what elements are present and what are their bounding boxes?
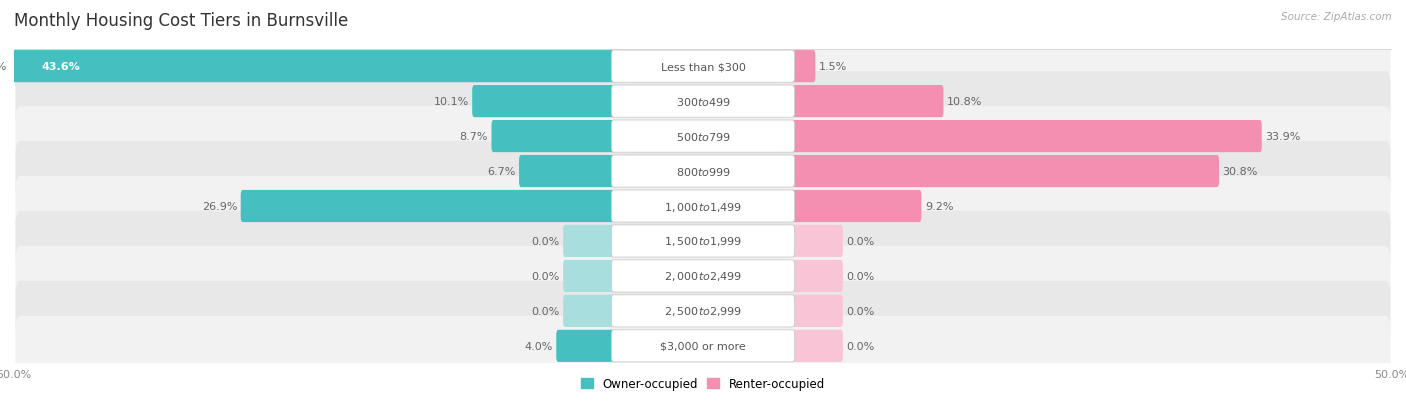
- FancyBboxPatch shape: [612, 225, 794, 257]
- FancyBboxPatch shape: [519, 156, 616, 188]
- Text: 33.9%: 33.9%: [1265, 132, 1301, 142]
- Text: $1,000 to $1,499: $1,000 to $1,499: [664, 200, 742, 213]
- FancyBboxPatch shape: [15, 72, 1391, 132]
- FancyBboxPatch shape: [612, 156, 794, 188]
- FancyBboxPatch shape: [15, 246, 1391, 306]
- Text: 0.0%: 0.0%: [531, 271, 560, 281]
- FancyBboxPatch shape: [15, 107, 1391, 167]
- Text: 26.9%: 26.9%: [202, 202, 238, 211]
- Text: 0.0%: 0.0%: [846, 236, 875, 247]
- FancyBboxPatch shape: [564, 225, 616, 257]
- FancyBboxPatch shape: [612, 295, 794, 327]
- FancyBboxPatch shape: [15, 211, 1391, 271]
- FancyBboxPatch shape: [790, 190, 921, 223]
- FancyBboxPatch shape: [790, 121, 1261, 153]
- Text: 43.6%: 43.6%: [42, 62, 80, 72]
- FancyBboxPatch shape: [557, 330, 616, 362]
- FancyBboxPatch shape: [240, 190, 616, 223]
- Text: Less than $300: Less than $300: [661, 62, 745, 72]
- Text: Source: ZipAtlas.com: Source: ZipAtlas.com: [1281, 12, 1392, 22]
- Text: $300 to $499: $300 to $499: [675, 96, 731, 108]
- Text: 10.8%: 10.8%: [946, 97, 983, 107]
- FancyBboxPatch shape: [790, 86, 943, 118]
- Text: $3,000 or more: $3,000 or more: [661, 341, 745, 351]
- FancyBboxPatch shape: [15, 37, 1391, 97]
- Text: 0.0%: 0.0%: [846, 271, 875, 281]
- Text: Monthly Housing Cost Tiers in Burnsville: Monthly Housing Cost Tiers in Burnsville: [14, 12, 349, 30]
- FancyBboxPatch shape: [15, 142, 1391, 202]
- Text: 8.7%: 8.7%: [460, 132, 488, 142]
- Text: 10.1%: 10.1%: [433, 97, 468, 107]
- Text: $800 to $999: $800 to $999: [675, 166, 731, 178]
- FancyBboxPatch shape: [15, 316, 1391, 376]
- Text: $500 to $799: $500 to $799: [675, 131, 731, 143]
- FancyBboxPatch shape: [564, 260, 616, 292]
- FancyBboxPatch shape: [612, 51, 794, 83]
- Text: 0.0%: 0.0%: [531, 236, 560, 247]
- FancyBboxPatch shape: [612, 190, 794, 223]
- Text: 6.7%: 6.7%: [488, 166, 516, 177]
- FancyBboxPatch shape: [790, 295, 842, 327]
- FancyBboxPatch shape: [11, 51, 616, 83]
- FancyBboxPatch shape: [790, 330, 842, 362]
- FancyBboxPatch shape: [790, 260, 842, 292]
- FancyBboxPatch shape: [472, 86, 616, 118]
- Text: $1,500 to $1,999: $1,500 to $1,999: [664, 235, 742, 248]
- Text: 43.6%: 43.6%: [0, 62, 7, 72]
- Text: 0.0%: 0.0%: [846, 306, 875, 316]
- Text: $2,500 to $2,999: $2,500 to $2,999: [664, 305, 742, 318]
- Text: 30.8%: 30.8%: [1222, 166, 1258, 177]
- FancyBboxPatch shape: [612, 260, 794, 292]
- FancyBboxPatch shape: [790, 225, 842, 257]
- Text: 4.0%: 4.0%: [524, 341, 553, 351]
- Text: 0.0%: 0.0%: [531, 306, 560, 316]
- FancyBboxPatch shape: [15, 281, 1391, 341]
- FancyBboxPatch shape: [15, 176, 1391, 237]
- FancyBboxPatch shape: [564, 295, 616, 327]
- Text: $2,000 to $2,499: $2,000 to $2,499: [664, 270, 742, 283]
- FancyBboxPatch shape: [492, 121, 616, 153]
- Text: 1.5%: 1.5%: [818, 62, 846, 72]
- FancyBboxPatch shape: [612, 86, 794, 118]
- Text: 9.2%: 9.2%: [925, 202, 953, 211]
- FancyBboxPatch shape: [612, 330, 794, 362]
- Legend: Owner-occupied, Renter-occupied: Owner-occupied, Renter-occupied: [576, 373, 830, 395]
- FancyBboxPatch shape: [612, 121, 794, 153]
- FancyBboxPatch shape: [790, 156, 1219, 188]
- FancyBboxPatch shape: [790, 51, 815, 83]
- Text: 0.0%: 0.0%: [846, 341, 875, 351]
